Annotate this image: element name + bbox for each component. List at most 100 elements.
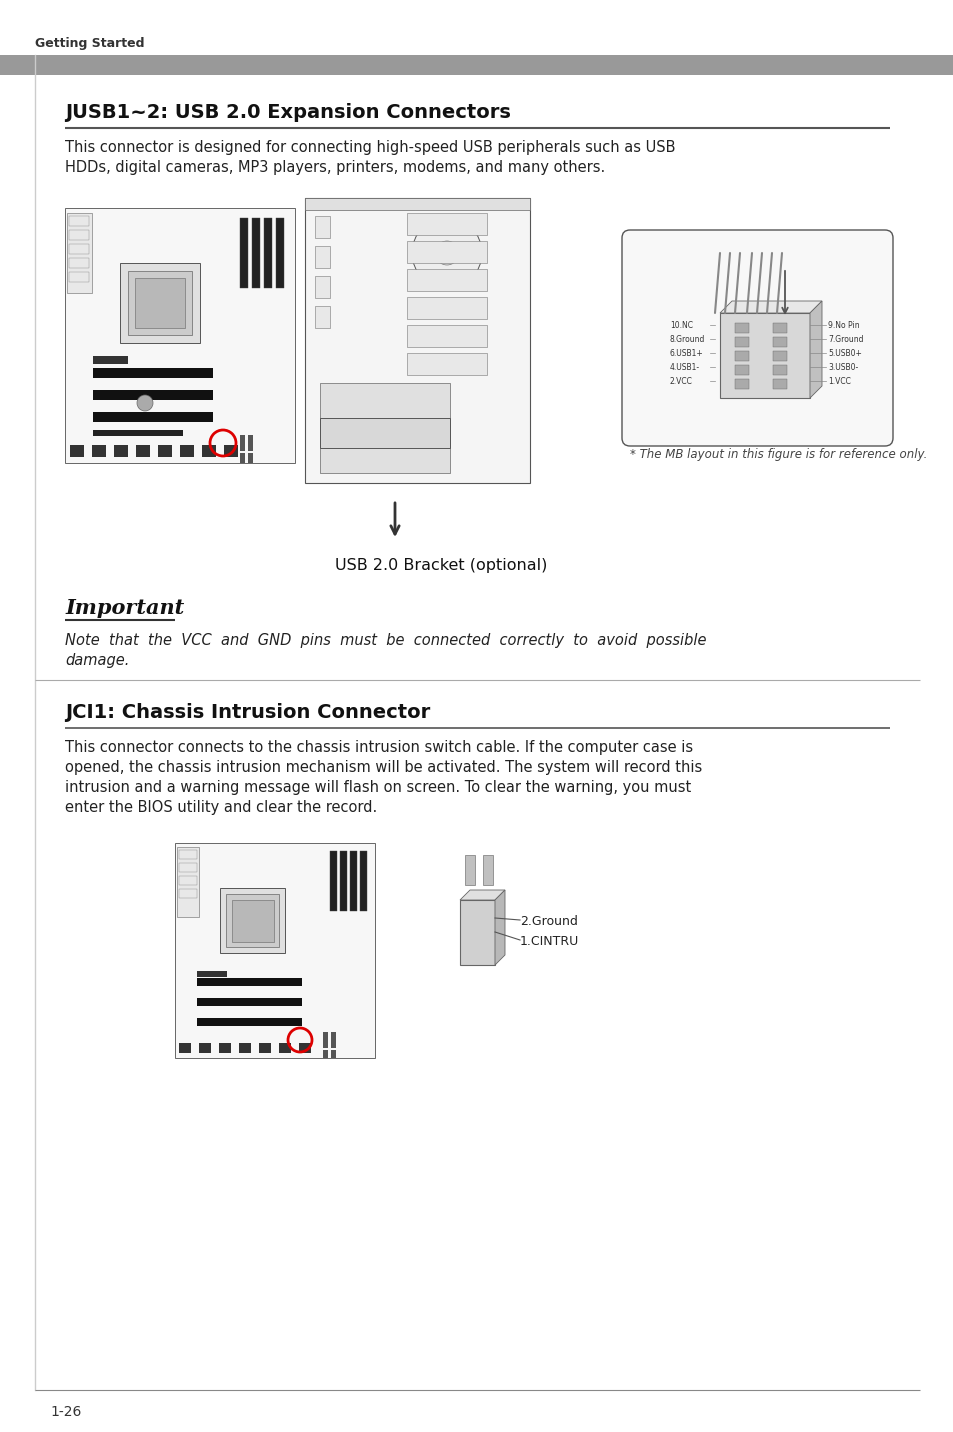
Bar bbox=[219, 1042, 231, 1053]
Bar bbox=[339, 851, 347, 911]
Bar bbox=[330, 851, 336, 911]
Text: This connector connects to the chassis intrusion switch cable. If the computer c: This connector connects to the chassis i… bbox=[65, 740, 693, 755]
Text: 10.NC: 10.NC bbox=[669, 321, 692, 329]
Bar bbox=[248, 435, 253, 451]
Bar bbox=[69, 258, 89, 268]
Text: 8.Ground: 8.Ground bbox=[669, 335, 704, 344]
Text: 5.USB0+: 5.USB0+ bbox=[827, 349, 861, 358]
Polygon shape bbox=[809, 301, 821, 398]
Bar bbox=[202, 445, 215, 457]
Bar bbox=[70, 445, 84, 457]
Text: 1-26: 1-26 bbox=[50, 1405, 81, 1419]
Bar bbox=[240, 453, 245, 463]
Polygon shape bbox=[459, 891, 504, 899]
Polygon shape bbox=[720, 301, 821, 314]
Circle shape bbox=[137, 395, 152, 411]
Bar bbox=[407, 296, 486, 319]
Bar bbox=[69, 216, 89, 226]
Bar bbox=[120, 263, 200, 344]
Text: 3.USB0-: 3.USB0- bbox=[827, 362, 858, 372]
Text: 1.CINTRU: 1.CINTRU bbox=[519, 935, 578, 948]
Text: Getting Started: Getting Started bbox=[35, 37, 144, 50]
Bar bbox=[734, 337, 748, 347]
Bar bbox=[407, 269, 486, 291]
Bar bbox=[224, 445, 237, 457]
Bar bbox=[158, 445, 172, 457]
Bar bbox=[196, 1018, 302, 1025]
Text: 6.USB1+: 6.USB1+ bbox=[669, 349, 703, 358]
Circle shape bbox=[412, 218, 481, 288]
Bar bbox=[92, 390, 213, 400]
Bar bbox=[92, 412, 213, 422]
Bar bbox=[248, 453, 253, 463]
Bar bbox=[305, 198, 530, 483]
Bar bbox=[482, 855, 493, 885]
Circle shape bbox=[435, 241, 458, 265]
Text: damage.: damage. bbox=[65, 653, 130, 667]
Bar bbox=[407, 213, 486, 235]
Bar bbox=[113, 445, 128, 457]
Bar bbox=[359, 851, 367, 911]
Bar bbox=[331, 1050, 335, 1058]
Bar bbox=[136, 445, 150, 457]
Text: enter the BIOS utility and clear the record.: enter the BIOS utility and clear the rec… bbox=[65, 800, 376, 815]
Bar bbox=[240, 435, 245, 451]
Bar bbox=[772, 324, 786, 334]
Bar bbox=[323, 1050, 328, 1058]
Bar bbox=[305, 198, 530, 211]
Bar bbox=[319, 418, 450, 448]
Bar bbox=[179, 876, 196, 885]
Text: JCI1: Chassis Intrusion Connector: JCI1: Chassis Intrusion Connector bbox=[65, 703, 430, 722]
Bar bbox=[772, 365, 786, 375]
Bar bbox=[331, 1032, 335, 1048]
Bar bbox=[407, 354, 486, 375]
Bar bbox=[177, 846, 199, 916]
Bar bbox=[179, 889, 196, 898]
Bar bbox=[179, 851, 196, 859]
Bar bbox=[734, 365, 748, 375]
Bar bbox=[314, 216, 330, 238]
Bar bbox=[319, 382, 450, 473]
Bar bbox=[275, 218, 284, 288]
Bar bbox=[69, 231, 89, 241]
Bar bbox=[135, 278, 185, 328]
Bar bbox=[772, 351, 786, 361]
Bar bbox=[180, 445, 193, 457]
Bar bbox=[772, 337, 786, 347]
Text: * The MB layout in this figure is for reference only.: * The MB layout in this figure is for re… bbox=[629, 448, 926, 461]
Bar bbox=[179, 863, 196, 872]
Polygon shape bbox=[495, 891, 504, 965]
Bar bbox=[323, 1032, 328, 1048]
Text: Important: Important bbox=[65, 599, 184, 619]
Text: 2.VCC: 2.VCC bbox=[669, 377, 692, 387]
Bar bbox=[69, 272, 89, 282]
Bar bbox=[350, 851, 356, 911]
Bar bbox=[252, 218, 260, 288]
Bar bbox=[772, 379, 786, 390]
Bar bbox=[314, 276, 330, 298]
Bar bbox=[92, 430, 183, 435]
Text: 7.Ground: 7.Ground bbox=[827, 335, 862, 344]
Bar bbox=[65, 208, 294, 463]
Bar bbox=[264, 218, 272, 288]
Bar bbox=[0, 54, 953, 74]
Bar bbox=[67, 213, 91, 294]
Text: This connector is designed for connecting high-speed USB peripherals such as USB: This connector is designed for connectin… bbox=[65, 140, 675, 155]
Text: 2.Ground: 2.Ground bbox=[519, 915, 578, 928]
Bar bbox=[734, 351, 748, 361]
Bar bbox=[92, 357, 128, 364]
Text: intrusion and a warning message will flash on screen. To clear the warning, you : intrusion and a warning message will fla… bbox=[65, 780, 691, 795]
Bar bbox=[464, 855, 475, 885]
Text: HDDs, digital cameras, MP3 players, printers, modems, and many others.: HDDs, digital cameras, MP3 players, prin… bbox=[65, 160, 604, 175]
Bar bbox=[128, 271, 192, 335]
Bar bbox=[734, 379, 748, 390]
Bar bbox=[407, 325, 486, 347]
Text: JUSB1~2: USB 2.0 Expansion Connectors: JUSB1~2: USB 2.0 Expansion Connectors bbox=[65, 103, 511, 122]
Text: USB 2.0 Bracket (optional): USB 2.0 Bracket (optional) bbox=[335, 558, 547, 573]
Bar bbox=[314, 246, 330, 268]
Text: 1.VCC: 1.VCC bbox=[827, 377, 850, 387]
Bar bbox=[226, 894, 278, 947]
Bar bbox=[220, 888, 285, 954]
Bar bbox=[734, 324, 748, 334]
Bar bbox=[196, 998, 302, 1007]
